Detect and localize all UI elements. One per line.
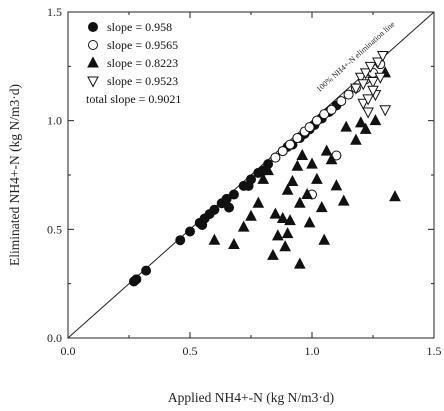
data-point xyxy=(350,83,362,95)
data-point xyxy=(228,189,239,200)
x-tick-label: 1.5 xyxy=(427,344,442,358)
data-point xyxy=(304,122,315,133)
data-point xyxy=(285,139,296,150)
data-point xyxy=(311,172,323,184)
legend-marker xyxy=(87,56,99,68)
data-point xyxy=(364,61,377,73)
data-point xyxy=(303,216,316,228)
data-point xyxy=(276,211,289,223)
data-point xyxy=(237,220,250,232)
data-point xyxy=(359,68,372,80)
data-point xyxy=(306,157,318,169)
data-point xyxy=(320,144,333,156)
axis-ticks: 0.0 0.5 1.0 1.5 0.0 0.5 1.0 1.5 xyxy=(47,5,442,358)
data-point xyxy=(141,265,152,276)
y-tick-label: 0.5 xyxy=(47,222,62,236)
legend-entry-label: slope = 0.8223 xyxy=(107,56,178,70)
data-point xyxy=(354,116,367,128)
legend-entry-label: slope = 0.958 xyxy=(107,20,172,34)
data-point xyxy=(367,77,379,89)
data-point xyxy=(315,201,328,213)
data-point xyxy=(281,227,294,239)
data-point xyxy=(350,133,362,145)
y-tick-label: 1.5 xyxy=(47,5,62,19)
data-point xyxy=(325,153,338,165)
data-point xyxy=(293,196,306,208)
data-point xyxy=(185,226,195,237)
data-point xyxy=(319,109,330,120)
legend: slope = 0.958 slope = 0.9565 slope = 0.822… xyxy=(87,20,178,88)
data-point xyxy=(292,133,303,144)
legend-marker xyxy=(87,76,99,88)
data-point xyxy=(228,237,240,250)
data-point xyxy=(362,107,374,119)
data-point xyxy=(208,233,221,245)
data-point xyxy=(293,257,306,269)
data-point xyxy=(257,172,270,184)
legend-marker xyxy=(88,40,98,50)
data-point xyxy=(270,152,281,163)
data-point xyxy=(389,190,401,202)
data-point xyxy=(284,214,296,226)
data-points xyxy=(128,50,401,287)
data-point xyxy=(209,204,220,215)
data-point xyxy=(243,180,254,191)
data-point xyxy=(372,57,384,69)
series-3 xyxy=(208,66,401,269)
data-point xyxy=(269,207,282,219)
legend-entry-label: slope = 0.9523 xyxy=(107,74,178,88)
legend-entry-label: slope = 0.9565 xyxy=(107,38,178,52)
data-point xyxy=(296,148,309,160)
series-4 xyxy=(350,50,392,119)
data-point xyxy=(262,164,274,176)
legend-marker xyxy=(88,22,98,32)
data-point xyxy=(197,219,208,230)
data-point xyxy=(362,94,374,106)
data-point xyxy=(369,114,382,126)
x-tick-label: 1.0 xyxy=(305,344,320,358)
data-point xyxy=(245,209,257,221)
data-point xyxy=(379,105,392,117)
data-point xyxy=(336,96,347,107)
data-point xyxy=(340,120,352,132)
data-point xyxy=(252,196,265,208)
data-point xyxy=(376,50,389,63)
data-point xyxy=(357,98,370,110)
y-axis-label: Eliminated NH4+-N (kg N/m3·d) xyxy=(7,84,22,266)
x-tick-label: 0.5 xyxy=(183,344,198,358)
data-point xyxy=(326,104,337,115)
data-point xyxy=(277,146,288,157)
y-tick-label: 1.0 xyxy=(47,114,62,128)
data-point xyxy=(267,248,279,260)
data-point xyxy=(337,194,350,206)
data-point xyxy=(301,187,313,200)
y-tick-label: 0.0 xyxy=(47,331,62,345)
data-point xyxy=(291,159,304,171)
data-point xyxy=(286,174,299,187)
data-point xyxy=(359,122,372,134)
data-point xyxy=(374,72,387,84)
data-point xyxy=(279,240,291,252)
data-point xyxy=(367,85,379,97)
data-point xyxy=(131,274,142,285)
data-point xyxy=(311,115,322,126)
data-point xyxy=(318,233,331,245)
data-point xyxy=(357,79,370,91)
data-point xyxy=(175,235,186,246)
data-point xyxy=(343,89,354,100)
data-point xyxy=(224,202,235,213)
data-point xyxy=(281,183,294,195)
data-point xyxy=(272,229,284,241)
data-point xyxy=(354,72,367,84)
total-slope-label: total slope = 0.9021 xyxy=(86,92,181,106)
x-axis-label: Applied NH4+-N (kg N/m3·d) xyxy=(168,390,334,405)
x-tick-label: 0.0 xyxy=(61,344,76,358)
data-point xyxy=(330,179,343,191)
